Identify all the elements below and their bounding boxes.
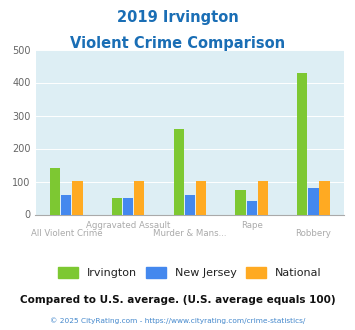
Bar [112,198,122,214]
Bar [308,188,318,215]
Bar [258,181,268,214]
Bar [247,201,257,214]
Text: Violent Crime Comparison: Violent Crime Comparison [70,36,285,51]
Bar [50,168,60,214]
Bar [185,195,195,214]
Text: Murder & Mans...: Murder & Mans... [153,229,227,238]
Bar [61,195,71,214]
Legend: Irvington, New Jersey, National: Irvington, New Jersey, National [55,264,325,281]
Bar [174,129,184,214]
Text: Aggravated Assault: Aggravated Assault [86,221,170,230]
Text: Compared to U.S. average. (U.S. average equals 100): Compared to U.S. average. (U.S. average … [20,295,335,305]
Bar [235,190,246,214]
Text: Robbery: Robbery [295,229,332,238]
Text: All Violent Crime: All Violent Crime [31,229,102,238]
Bar [134,181,144,214]
Bar [320,181,330,214]
Bar [123,198,133,214]
Bar [72,181,83,214]
Bar [297,73,307,214]
Text: Rape: Rape [241,221,263,230]
Text: © 2025 CityRating.com - https://www.cityrating.com/crime-statistics/: © 2025 CityRating.com - https://www.city… [50,317,305,324]
Bar [196,181,206,214]
Text: 2019 Irvington: 2019 Irvington [117,10,238,25]
